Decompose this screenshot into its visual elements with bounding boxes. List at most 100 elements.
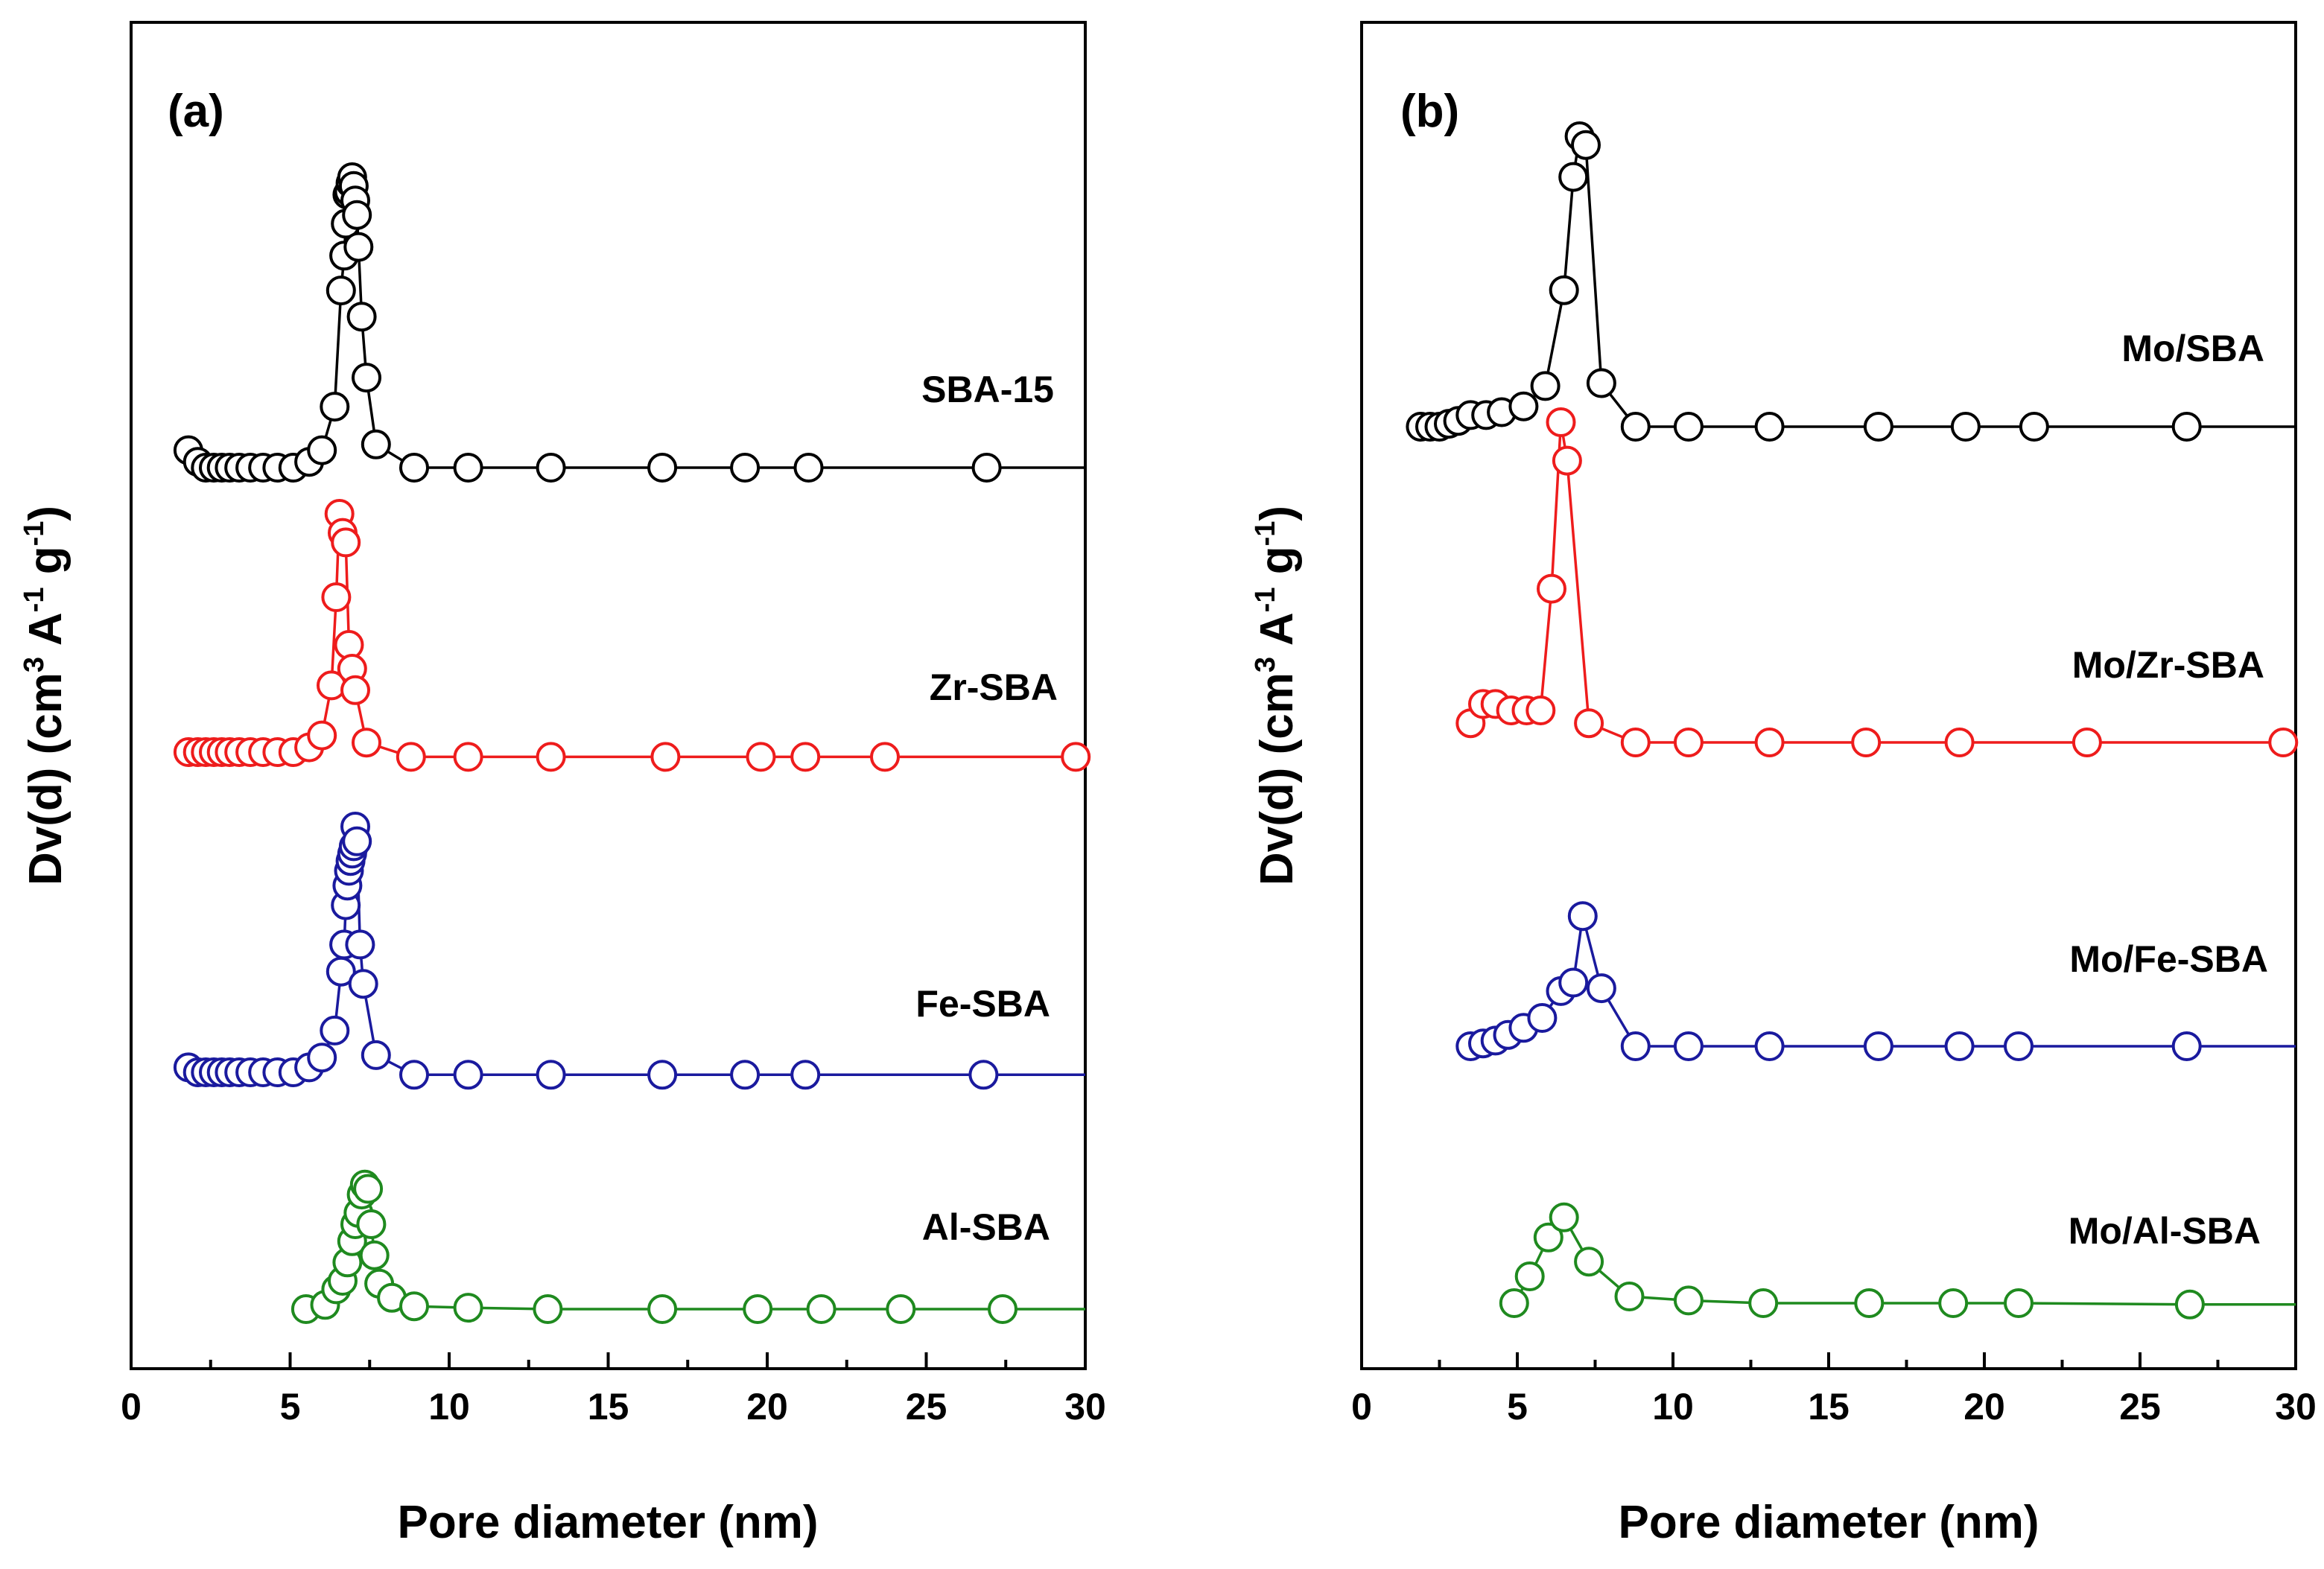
data-point <box>1944 1031 1975 1061</box>
data-point <box>1549 1202 1579 1232</box>
series-label: Mo/SBA <box>2121 328 2264 369</box>
series-mo-fe-sba <box>1455 901 2296 1061</box>
data-point <box>1748 1288 1779 1318</box>
data-point <box>1558 162 1589 192</box>
y-axis-title: Dv(d) (cm3 A-1 g-1) <box>1250 506 1303 885</box>
x-tick-label: 15 <box>588 1386 629 1428</box>
data-point <box>1938 1288 1969 1318</box>
x-tick-label: 15 <box>1808 1386 1850 1428</box>
data-point <box>2071 728 2102 757</box>
data-point <box>536 742 566 772</box>
data-point <box>1586 973 1616 1004</box>
data-point <box>1620 728 1651 757</box>
data-point <box>971 453 1002 483</box>
data-point <box>2019 412 2049 442</box>
data-point <box>1673 1031 1704 1061</box>
x-tick-label: 25 <box>2119 1386 2161 1428</box>
data-point <box>1754 412 1785 442</box>
data-point <box>359 1240 390 1270</box>
data-point <box>340 675 370 705</box>
x-tick-label: 0 <box>121 1386 142 1428</box>
x-tick-label: 10 <box>428 1386 470 1428</box>
series-sba-15 <box>173 162 1085 483</box>
series-label: Mo/Fe-SBA <box>2069 938 2268 980</box>
data-point <box>790 1060 821 1090</box>
x-tick-label: 20 <box>1963 1386 2005 1428</box>
panel-label: (b) <box>1400 86 1459 137</box>
data-point <box>1574 708 1604 739</box>
data-point <box>307 720 337 751</box>
data-point <box>2171 412 2202 442</box>
data-point <box>793 453 824 483</box>
data-point <box>399 1060 429 1090</box>
data-point <box>343 232 374 262</box>
data-point <box>1525 696 1556 725</box>
data-point <box>1754 1031 1785 1061</box>
data-point <box>1673 412 1704 442</box>
series-mo-sba <box>1406 121 2296 442</box>
data-point <box>647 453 678 483</box>
data-point <box>353 1174 384 1204</box>
data-point <box>342 200 372 230</box>
data-point <box>1574 1247 1604 1277</box>
x-tick-label: 10 <box>1652 1386 1694 1428</box>
data-point <box>743 1294 773 1324</box>
x-tick-label: 30 <box>1064 1386 1106 1428</box>
data-point <box>730 453 761 483</box>
data-point <box>2004 1288 2034 1318</box>
data-point <box>1571 130 1601 160</box>
data-point <box>453 1293 483 1323</box>
data-point <box>352 363 381 393</box>
data-point <box>1944 728 1975 757</box>
data-point <box>352 728 381 758</box>
data-point <box>1061 742 1091 772</box>
data-point <box>399 453 429 483</box>
data-point <box>1620 1031 1651 1061</box>
data-point <box>361 429 391 459</box>
data-point <box>1863 412 1893 442</box>
data-point <box>536 1060 566 1090</box>
data-point <box>1567 901 1598 932</box>
x-tick-label: 5 <box>280 1386 301 1428</box>
data-point <box>1950 412 1981 442</box>
panel-a: 0 5 10 15 20 25 30 Pore diameter (nm) Dv(d) (cm3… <box>19 21 1106 1548</box>
data-point <box>2174 1289 2205 1320</box>
data-point <box>453 453 483 483</box>
series-al-sba <box>290 1169 1085 1324</box>
data-point <box>988 1294 1017 1324</box>
data-point <box>533 1294 563 1324</box>
data-point <box>307 1043 337 1073</box>
data-point <box>1499 1288 1529 1318</box>
series-zr-sba <box>173 499 1091 772</box>
data-point <box>647 1294 678 1324</box>
data-point <box>1854 1288 1885 1318</box>
data-point <box>320 1015 350 1046</box>
data-point <box>1851 728 1882 757</box>
data-point <box>1537 573 1566 604</box>
series-label: Al-SBA <box>922 1206 1050 1248</box>
data-point <box>1558 967 1589 998</box>
data-point <box>320 392 350 422</box>
data-point <box>361 1040 391 1070</box>
series-fe-sba <box>173 812 1085 1090</box>
data-point <box>536 453 566 483</box>
data-point <box>331 527 361 558</box>
data-point <box>1673 1285 1704 1316</box>
data-point <box>886 1294 916 1324</box>
x-tick-label: 25 <box>906 1386 947 1428</box>
data-point <box>2171 1031 2202 1061</box>
data-point <box>746 742 776 772</box>
x-tick-label: 0 <box>1351 1386 1372 1428</box>
data-point <box>321 582 352 612</box>
y-axis-title: Dv(d) (cm3 A-1 g-1) <box>19 506 72 885</box>
data-point <box>1514 1261 1545 1291</box>
data-point <box>1863 1031 1893 1061</box>
data-point <box>1620 412 1651 442</box>
data-point <box>730 1060 761 1090</box>
data-point <box>647 1060 678 1090</box>
series-label: Fe-SBA <box>915 983 1050 1025</box>
data-point <box>1546 407 1576 437</box>
data-point <box>806 1294 836 1324</box>
data-point <box>356 1209 387 1239</box>
